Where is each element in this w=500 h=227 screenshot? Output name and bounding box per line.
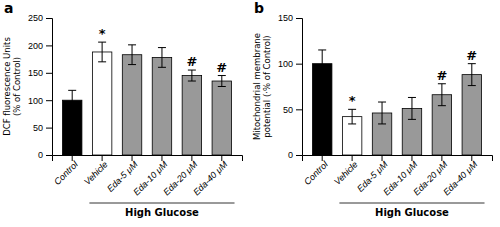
y-tick: 50 [33, 123, 52, 133]
x-tick: Vehicle [332, 155, 360, 187]
y-tick: 150 [278, 13, 302, 23]
y-tick: 0 [288, 150, 302, 160]
error-bar [98, 42, 106, 62]
x-axis-title: High Glucose [375, 207, 449, 218]
x-tick: Eda-40 μM [191, 155, 230, 197]
annotation: * [349, 93, 356, 108]
error-bar [318, 50, 326, 77]
y-tick-mark [46, 18, 52, 19]
group-line [89, 203, 234, 204]
y-axis-title: Mitochondrial membranepotential (·% of C… [252, 33, 272, 140]
x-tick-label: Control [302, 159, 330, 187]
annotation: # [186, 54, 197, 69]
y-tick: 100 [28, 96, 52, 106]
x-tick: Vehicle [82, 155, 110, 187]
error-bar [68, 90, 76, 110]
y-tick-mark [46, 45, 52, 46]
y-tick: 150 [28, 68, 52, 78]
annotation: # [216, 60, 227, 75]
y-tick-label: 150 [28, 68, 43, 78]
y-tick-mark [46, 155, 52, 156]
x-tick-label: Control [52, 159, 80, 187]
y-tick: 50 [283, 105, 302, 115]
error-bar [408, 97, 416, 119]
x-axis: ControlVehicleEda-5 μMEda-10 μMEda-20 μM… [52, 155, 242, 197]
error-bar [158, 48, 166, 68]
y-tick: 250 [28, 13, 52, 23]
y-axis-line [296, 19, 303, 156]
x-tick: Control [302, 155, 330, 187]
y-axis: 0 50 100 150 [278, 13, 303, 160]
x-tick-label: Eda-40 μM [441, 159, 480, 198]
panel-label: a [4, 0, 13, 16]
y-tick: 0 [38, 150, 52, 160]
marks [312, 50, 481, 155]
y-tick-label: 0 [38, 150, 43, 160]
x-axis-title: High Glucose [125, 207, 199, 218]
marks [62, 42, 231, 155]
y-tick-mark [46, 73, 52, 74]
y-tick-label: 200 [28, 41, 43, 51]
y-axis: 0 50 100 150 200 250 [28, 13, 53, 160]
error-bar [188, 70, 196, 81]
x-tick: Control [52, 155, 80, 187]
panel-label: b [254, 0, 264, 16]
bar [212, 81, 231, 155]
y-tick-label: 50 [33, 123, 43, 133]
y-tick-label: 100 [28, 96, 43, 106]
bar [182, 76, 201, 155]
y-tick-label: 0 [288, 150, 293, 160]
x-axis-line [303, 156, 493, 162]
x-axis-line [53, 156, 243, 162]
y-tick-mark [46, 100, 52, 101]
y-tick-label: 150 [278, 13, 293, 23]
y-tick-label: 250 [28, 13, 43, 23]
y-tick-mark [46, 128, 52, 129]
annotation: # [466, 48, 477, 63]
y-axis-title: DCF fluorescence Units(% of Control) [2, 37, 22, 136]
panel: 0 50 100 150 ControlVehicleEda-5 μMEda-10 μM… [252, 0, 493, 218]
bar [122, 55, 141, 155]
y-tick-mark [296, 64, 302, 65]
x-tick-label: Vehicle [332, 159, 360, 187]
annotation: # [436, 68, 447, 83]
panel: 0 50 100 150 200 250 ControlVehicleEda-5 μMEda… [2, 0, 243, 218]
error-bar [378, 102, 386, 124]
x-axis: ControlVehicleEda-5 μMEda-10 μMEda-20 μM… [302, 155, 492, 197]
x-tick-label: Vehicle [82, 159, 110, 187]
bar [462, 75, 481, 155]
annotation: * [99, 26, 106, 41]
bar [92, 52, 111, 155]
x-tick: Eda-40 μM [441, 155, 480, 197]
error-bar [438, 84, 446, 106]
y-tick: 100 [278, 59, 302, 69]
error-bar [468, 64, 476, 86]
x-tick-label: Eda-40 μM [191, 159, 230, 198]
group-line [339, 203, 484, 204]
y-tick: 200 [28, 41, 52, 51]
y-tick-mark [296, 155, 302, 156]
error-bar [348, 109, 356, 124]
error-bar [128, 45, 136, 65]
figure: 0 50 100 150 200 250 ControlVehicleEda-5 μMEda… [0, 0, 500, 227]
y-axis-line [46, 19, 53, 156]
y-tick-label: 50 [283, 105, 293, 115]
error-bar [218, 76, 226, 87]
y-tick-mark [296, 109, 302, 110]
y-tick-mark [296, 18, 302, 19]
bar [152, 57, 171, 155]
y-tick-label: 100 [278, 59, 293, 69]
